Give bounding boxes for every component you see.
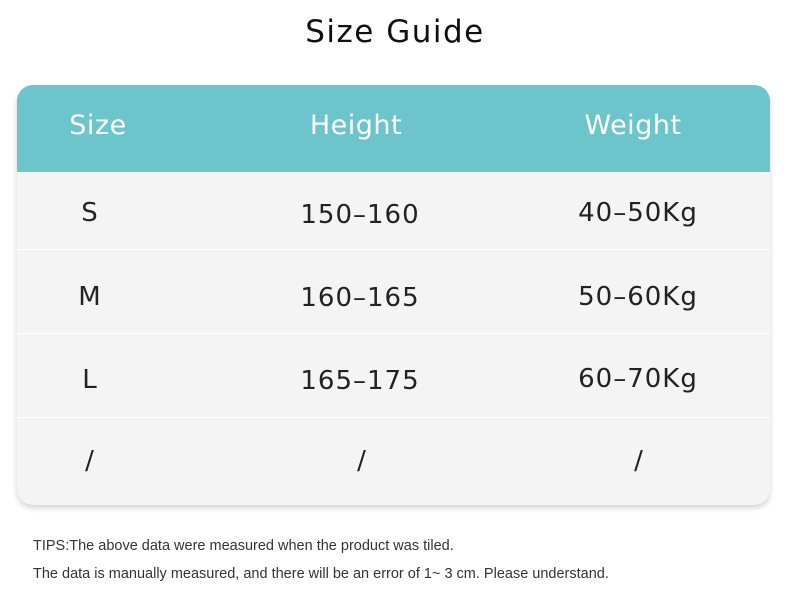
header-weight: Weight	[584, 110, 682, 141]
table-row: S 150–160 40–50Kg	[17, 172, 770, 250]
page-title: Size Guide	[305, 14, 485, 50]
height-cell: /	[357, 446, 367, 476]
table-header: Size Height Weight	[17, 85, 770, 172]
weight-cell: 60–70Kg	[578, 364, 698, 394]
size-cell: L	[82, 365, 98, 395]
height-cell: 150–160	[300, 200, 420, 230]
size-cell: M	[78, 282, 102, 312]
header-size: Size	[69, 110, 127, 141]
tip-line: TIPS:The above data were measured when t…	[33, 538, 454, 554]
height-cell: 165–175	[300, 366, 420, 396]
header-height: Height	[309, 110, 403, 141]
size-cell: /	[85, 446, 95, 476]
size-table: Size Height Weight S 150–160 40–50Kg M 1…	[17, 85, 770, 505]
weight-cell: 50–60Kg	[578, 282, 698, 312]
table-row: M 160–165 50–60Kg	[17, 249, 770, 334]
table-row: L 165–175 60–70Kg	[17, 333, 770, 418]
weight-cell: 40–50Kg	[578, 198, 698, 228]
table-row: / / /	[17, 417, 770, 505]
size-cell: S	[81, 198, 99, 228]
height-cell: 160–165	[300, 283, 420, 313]
weight-cell: /	[634, 446, 644, 476]
tip-line: The data is manually measured, and there…	[33, 566, 609, 582]
